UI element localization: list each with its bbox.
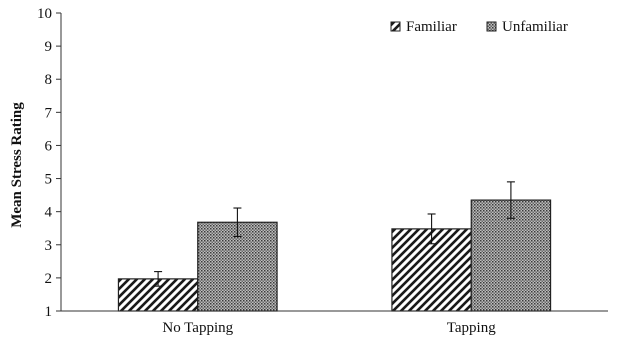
error-bar-unfamiliar-0 (233, 207, 242, 238)
error-bar-familiar-1 (427, 213, 436, 245)
y-tick-label: 4 (45, 205, 53, 221)
error-bar-familiar-0 (154, 271, 163, 287)
bars (117, 199, 552, 312)
y-tick-label: 2 (45, 271, 53, 287)
x-tick-label: Tapping (447, 320, 496, 336)
legend: Familiar Unfamiliar (390, 19, 568, 35)
y-tick-label: 8 (45, 72, 53, 88)
x-axis-labels: No Tapping Tapping (162, 320, 496, 336)
y-tick-label: 9 (45, 39, 53, 55)
legend-label-unfamiliar: Unfamiliar (502, 19, 568, 35)
error-bar-unfamiliar-1 (506, 181, 515, 219)
bar-unfamiliar-0 (197, 221, 278, 312)
y-tick-label: 7 (45, 105, 53, 121)
error-bars (154, 181, 515, 287)
legend-label-familiar: Familiar (406, 19, 457, 35)
y-tick-label: 10 (37, 6, 52, 22)
y-tick-label: 5 (45, 172, 53, 188)
y-axis-title: Mean Stress Rating (9, 102, 25, 228)
legend-swatch-familiar (390, 21, 401, 32)
y-tick-label: 1 (45, 304, 53, 320)
y-tick-label: 6 (45, 138, 53, 154)
legend-swatch-unfamiliar (486, 21, 497, 32)
y-tick-label: 3 (45, 238, 53, 254)
y-axis-ticks: 1 2 3 4 5 6 7 8 9 10 (37, 6, 61, 320)
x-tick-label: No Tapping (162, 320, 233, 336)
